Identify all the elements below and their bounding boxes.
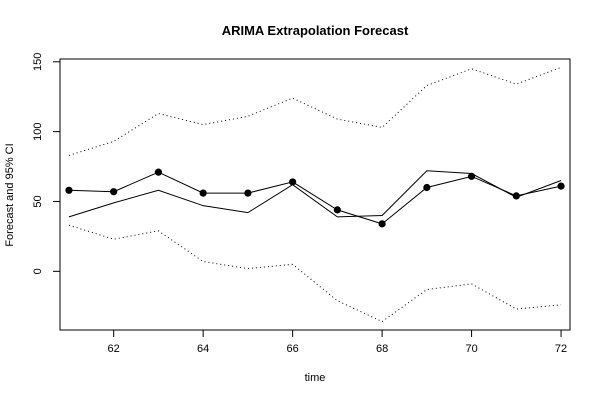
forecast-point [333, 206, 341, 214]
x-tick-label: 68 [376, 343, 388, 355]
forecast-series-line [68, 171, 562, 225]
x-tick-label: 66 [287, 343, 299, 355]
x-tick-label: 70 [465, 343, 477, 355]
series-layer [65, 66, 565, 323]
forecast-point [423, 183, 431, 192]
x-tick-label: 72 [555, 343, 567, 355]
forecast-point [65, 186, 73, 194]
y-tick-label: 150 [32, 53, 44, 71]
forecast-point [110, 188, 118, 196]
chart-title: ARIMA Extrapolation Forecast [222, 23, 409, 38]
forecast-point [378, 220, 386, 228]
x-axis-label: time [305, 372, 326, 384]
actual-series-line [68, 170, 562, 218]
y-tick-label: 100 [32, 122, 44, 140]
plot-frame [59, 58, 571, 331]
forecast-point [199, 189, 207, 197]
x-tick-label: 64 [197, 343, 209, 355]
y-tick-label: 0 [32, 268, 44, 274]
x-tick-label: 62 [108, 343, 120, 355]
upper-ci-line [68, 66, 562, 156]
forecast-point [467, 172, 476, 180]
x-axis: 62 64 66 68 70 72 [108, 330, 567, 355]
y-tick-label: 50 [32, 195, 44, 207]
y-axis-label: Forecast and 95% CI [4, 143, 16, 246]
forecast-point [154, 168, 163, 176]
forecast-point [289, 178, 297, 186]
forecast-point [512, 192, 520, 200]
forecast-point [557, 182, 565, 190]
forecast-point [244, 189, 252, 197]
y-axis: 0 50 100 150 [32, 53, 60, 274]
lower-ci-line [68, 224, 562, 323]
